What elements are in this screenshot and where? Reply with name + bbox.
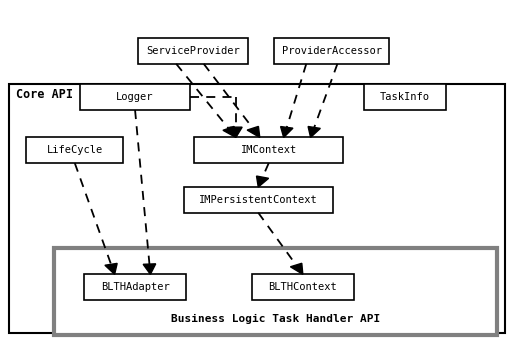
Bar [138,38,248,64]
Bar [194,137,344,163]
Polygon shape [223,126,236,137]
Text: Business Logic Task Handler API: Business Logic Task Handler API [171,314,380,324]
Text: IMPersistentContext: IMPersistentContext [199,195,318,205]
Bar [9,83,505,333]
Text: BLTHAdapter: BLTHAdapter [101,282,170,292]
Polygon shape [308,127,320,137]
Bar [274,38,389,64]
Bar [364,85,446,110]
Polygon shape [290,263,303,274]
Bar [84,274,186,300]
Polygon shape [230,127,242,137]
Polygon shape [143,264,155,274]
Text: Core API: Core API [15,88,73,101]
Text: ProviderAccessor: ProviderAccessor [281,46,382,56]
Text: LifeCycle: LifeCycle [47,145,103,155]
Polygon shape [247,126,260,137]
Text: IMContext: IMContext [241,145,297,155]
Text: TaskInfo: TaskInfo [380,92,430,102]
Polygon shape [105,263,117,274]
Polygon shape [280,127,293,137]
Text: Logger: Logger [116,92,154,102]
Bar [80,85,190,110]
Bar [252,274,354,300]
Text: ServiceProvider: ServiceProvider [146,46,240,56]
Polygon shape [257,176,269,187]
Bar [183,187,333,213]
Bar [26,137,123,163]
Bar [54,248,497,335]
Text: BLTHContext: BLTHContext [268,282,337,292]
